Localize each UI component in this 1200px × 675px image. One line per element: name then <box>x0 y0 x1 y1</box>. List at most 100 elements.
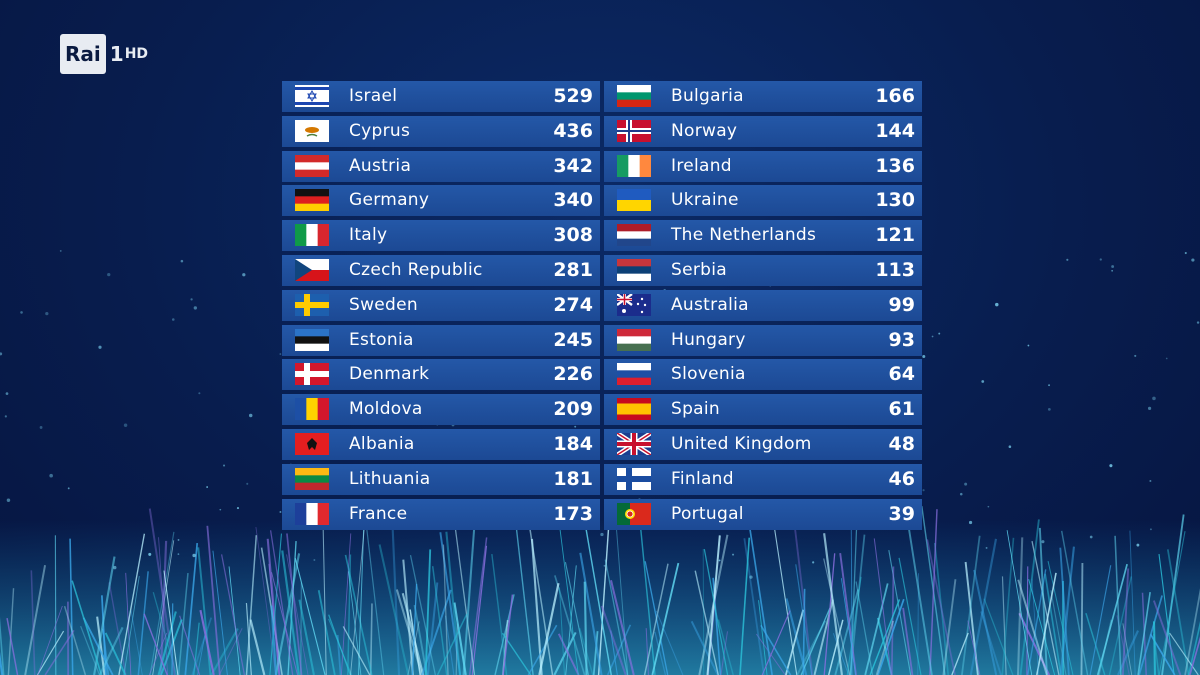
streak <box>712 577 722 675</box>
streak <box>436 613 468 675</box>
country-points: 342 <box>553 154 593 177</box>
streak <box>559 528 579 675</box>
streak <box>980 611 1002 675</box>
streak <box>317 589 336 675</box>
score-row: United Kingdom 48 <box>604 429 922 460</box>
country-name: Finland <box>671 468 734 489</box>
streak <box>36 630 65 675</box>
country-points: 184 <box>553 433 593 455</box>
streak <box>1153 621 1156 675</box>
streak <box>1184 588 1200 675</box>
sparkle <box>1152 396 1156 401</box>
logo-channel: 1 <box>109 42 124 66</box>
country-name: Slovenia <box>671 364 746 385</box>
streak <box>902 607 914 675</box>
streak <box>501 632 532 675</box>
streak <box>565 565 577 675</box>
country-points: 281 <box>553 259 593 281</box>
country-points: 340 <box>553 189 593 212</box>
country-points: 308 <box>553 224 593 247</box>
sparkle <box>968 520 973 525</box>
streak <box>281 550 300 675</box>
score-row: Ukraine 130 <box>604 185 922 217</box>
flag-icon <box>295 433 329 455</box>
streak <box>609 579 635 675</box>
sparkle <box>987 505 990 508</box>
sparkle <box>995 302 999 307</box>
country-name: Germany <box>349 190 430 211</box>
streak <box>559 587 565 675</box>
flag-icon <box>617 224 651 247</box>
streak <box>197 547 212 675</box>
sparkle <box>148 552 152 556</box>
score-row: Moldova 209 <box>282 394 600 426</box>
streak <box>951 632 969 675</box>
streak <box>761 610 791 675</box>
country-name: Austria <box>349 155 412 176</box>
streak <box>44 629 75 675</box>
streak <box>340 533 352 675</box>
streak <box>409 609 421 675</box>
streak <box>942 579 957 675</box>
country-points: 48 <box>888 433 915 455</box>
sparkle <box>732 553 735 556</box>
streak <box>218 628 243 675</box>
streak <box>1059 547 1070 675</box>
streak <box>1117 630 1140 675</box>
score-row: Austria 342 <box>282 150 600 182</box>
streak <box>123 575 140 675</box>
sparkle <box>812 561 815 564</box>
streak <box>0 616 5 675</box>
streak <box>221 554 246 675</box>
streak <box>424 549 432 675</box>
sparkle <box>219 508 222 511</box>
streak <box>411 583 418 675</box>
streak <box>1050 590 1067 675</box>
streak <box>1114 535 1122 675</box>
sparkle <box>931 335 934 338</box>
streak <box>1001 537 1015 675</box>
streak <box>286 533 303 675</box>
flag-icon <box>617 363 651 386</box>
sparkle <box>107 272 111 277</box>
flag-icon <box>617 293 651 316</box>
sparkle <box>246 482 249 485</box>
sparkle <box>1041 540 1045 544</box>
streak <box>592 631 599 675</box>
sparkle <box>20 311 23 314</box>
streak <box>184 543 199 675</box>
country-name: Denmark <box>349 364 430 385</box>
streak <box>758 600 768 675</box>
streak <box>875 620 894 675</box>
streak <box>579 552 603 675</box>
score-row: Australia 99 <box>604 289 922 321</box>
streak <box>1017 579 1048 675</box>
streak <box>206 525 221 675</box>
country-name: The Netherlands <box>671 225 817 246</box>
streak <box>1189 636 1200 675</box>
sparkle <box>718 559 721 562</box>
streak <box>639 519 656 675</box>
channel-logo: Rai 1 HD <box>60 34 148 74</box>
streak <box>71 580 103 675</box>
score-row: Ireland 136 <box>604 150 922 182</box>
streak <box>1080 562 1084 675</box>
streak <box>651 562 680 675</box>
sparkle <box>1165 357 1168 360</box>
sparkle <box>938 332 941 335</box>
sparkle <box>1111 269 1113 272</box>
flag-icon <box>295 502 329 525</box>
country-points: 61 <box>888 398 915 421</box>
streak <box>694 570 719 675</box>
sparkle <box>67 487 70 490</box>
streak <box>855 581 874 675</box>
score-row: Norway 144 <box>604 115 922 147</box>
score-row: Lithuania 181 <box>282 463 600 495</box>
flag-icon <box>295 224 329 247</box>
sparkle <box>1136 543 1140 547</box>
streak <box>101 595 107 675</box>
streak <box>702 549 705 675</box>
country-points: 226 <box>553 363 593 386</box>
country-points: 436 <box>553 119 593 142</box>
